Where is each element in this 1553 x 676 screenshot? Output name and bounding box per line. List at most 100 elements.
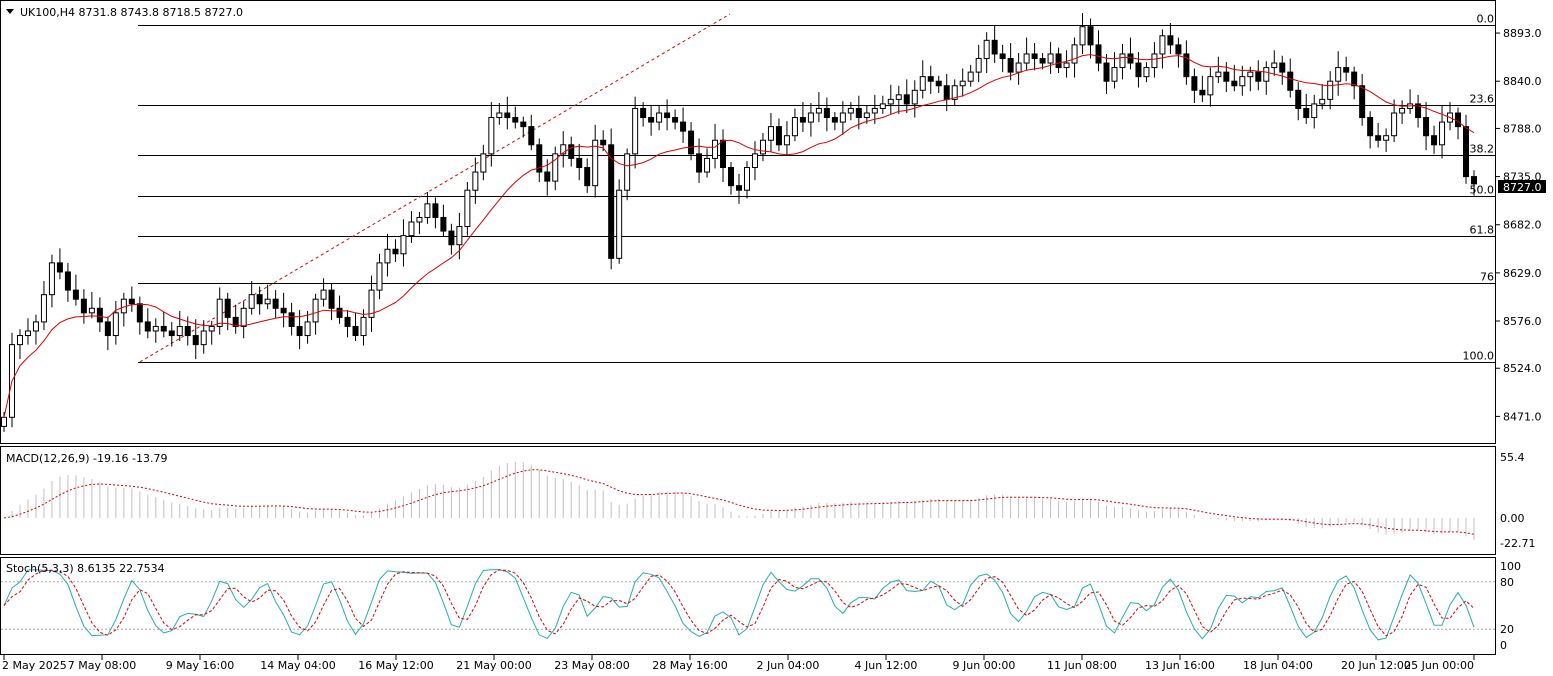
candle-body — [152, 325, 159, 332]
candle-body — [656, 112, 663, 123]
time-tick-label: 7 May 08:00 — [68, 659, 136, 672]
candle-body — [1391, 112, 1398, 137]
price-tick-label: 8524.0 — [1503, 362, 1542, 375]
candle-body — [104, 321, 111, 337]
time-tick-label: 11 Jun 08:00 — [1047, 659, 1117, 672]
candle-body — [743, 167, 750, 191]
time-tick-label: 28 May 16:00 — [652, 659, 727, 672]
candle-body — [272, 298, 279, 309]
candle-body — [312, 298, 319, 323]
candle-body — [1271, 62, 1278, 69]
candle-body — [1119, 53, 1126, 69]
candle-body — [448, 230, 455, 246]
candle-body — [967, 71, 974, 82]
time-tick-label: 9 Jun 00:00 — [953, 659, 1016, 672]
candle-body — [512, 117, 519, 123]
candle-body — [1295, 89, 1302, 109]
candle-body — [232, 316, 239, 327]
candlestick-series — [1, 13, 1477, 432]
candle-body — [640, 107, 647, 119]
candle-body — [192, 335, 199, 346]
candle-body — [680, 121, 687, 132]
price-tick-label: 8471.0 — [1503, 410, 1542, 423]
candle-body — [799, 117, 806, 123]
candle-body — [1071, 44, 1078, 64]
time-tick-label: 23 May 08:00 — [554, 659, 629, 672]
candle-body — [1151, 53, 1158, 69]
candle-body — [128, 298, 135, 305]
candle-body — [1047, 53, 1054, 64]
candle-body — [24, 330, 31, 337]
candle-body — [368, 289, 375, 318]
candle-body — [184, 325, 191, 337]
candle-body — [1239, 76, 1246, 87]
candle-body — [480, 153, 487, 173]
candle-body — [216, 298, 223, 327]
candle-body — [1215, 71, 1222, 78]
candle-body — [1087, 26, 1094, 46]
price-axis[interactable]: 8893.08840.08788.08735.08682.08629.08576… — [1495, 27, 1542, 423]
candle-body — [935, 80, 942, 87]
price-pane[interactable] — [0, 0, 1496, 444]
time-tick-label: 25 Jun 00:00 — [1404, 659, 1474, 672]
candle-body — [624, 153, 631, 191]
candle-body — [720, 139, 727, 168]
candle-body — [64, 271, 71, 291]
candle-body — [16, 335, 23, 346]
candle-body — [1183, 53, 1190, 78]
candle-body — [759, 139, 766, 155]
candle-body — [72, 289, 79, 300]
candle-body — [160, 325, 167, 332]
candle-body — [520, 121, 527, 128]
stoch-pane[interactable] — [0, 557, 1496, 655]
candle-body — [1399, 107, 1406, 114]
time-tick-label: 9 May 16:00 — [166, 659, 234, 672]
candle-body — [1311, 103, 1318, 119]
candle-body — [1159, 35, 1166, 55]
candle-body — [991, 39, 998, 55]
candle-body — [1063, 62, 1070, 69]
price-tick-label: 8788.0 — [1503, 122, 1542, 135]
candle-body — [296, 325, 303, 337]
fib-level-label: 61.8 — [1470, 224, 1495, 237]
candle-body — [176, 325, 183, 337]
current-price-tag: 8727.0 — [1498, 180, 1546, 194]
candle-body — [168, 330, 175, 337]
macd-pane[interactable] — [0, 446, 1496, 555]
candle-body — [320, 289, 327, 300]
candle-body — [911, 89, 918, 105]
fib-trend-line — [139, 13, 731, 363]
candle-body — [672, 117, 679, 123]
candle-body — [408, 221, 415, 237]
candle-body — [496, 112, 503, 119]
candle-body — [584, 167, 591, 187]
macd-tick-label: 0.00 — [1500, 512, 1525, 525]
candle-body — [328, 289, 335, 309]
candle-body — [983, 39, 990, 59]
candle-body — [256, 294, 263, 305]
symbol-header: UK100,H4 8731.8 8743.8 8718.5 8727.0 — [20, 6, 243, 19]
candle-body — [592, 139, 599, 187]
candle-body — [392, 248, 399, 255]
candle-body — [855, 107, 862, 119]
candle-body — [280, 307, 287, 314]
fib-level-label: 76 — [1480, 271, 1494, 284]
candle-body — [1167, 35, 1174, 46]
macd-axis: 55.4 0.00 -22.71 — [1500, 451, 1535, 550]
candle-body — [1463, 126, 1470, 178]
candle-body — [1231, 80, 1238, 87]
candle-body — [1103, 62, 1110, 82]
fibonacci-retracement[interactable]: 0.0 23.6 38.2 50.0 61.8 76 100.0 — [138, 13, 1495, 363]
candle-body — [424, 203, 431, 218]
time-axis[interactable]: 2 May 2025 7 May 08:00 9 May 16:00 14 May 0… — [2, 655, 1475, 672]
triangle-down-icon[interactable] — [6, 9, 14, 14]
time-tick-label: 21 May 00:00 — [456, 659, 531, 672]
candle-body — [815, 107, 822, 114]
candle-body — [791, 117, 798, 137]
candle-body — [831, 117, 838, 123]
candle-body — [1127, 53, 1134, 64]
candle-body — [927, 76, 934, 82]
candle-body — [376, 262, 383, 291]
candle-body — [1007, 58, 1014, 73]
